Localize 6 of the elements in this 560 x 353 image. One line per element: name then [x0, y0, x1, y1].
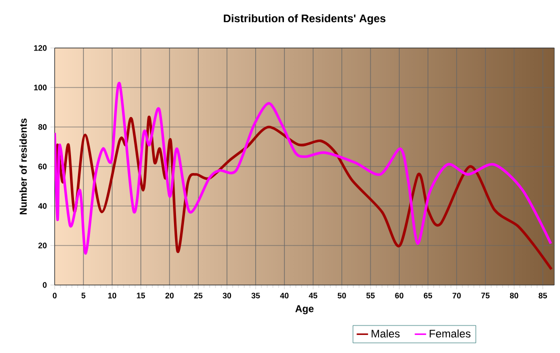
chart-title: Distribution of Residents' Ages — [224, 14, 386, 25]
line-series — [54, 82, 552, 255]
x-axis-title: Age — [295, 305, 314, 314]
legend-label: Females — [430, 329, 470, 338]
legend-label: Males — [372, 329, 400, 338]
y-axis-title: Number of residents — [19, 118, 27, 214]
